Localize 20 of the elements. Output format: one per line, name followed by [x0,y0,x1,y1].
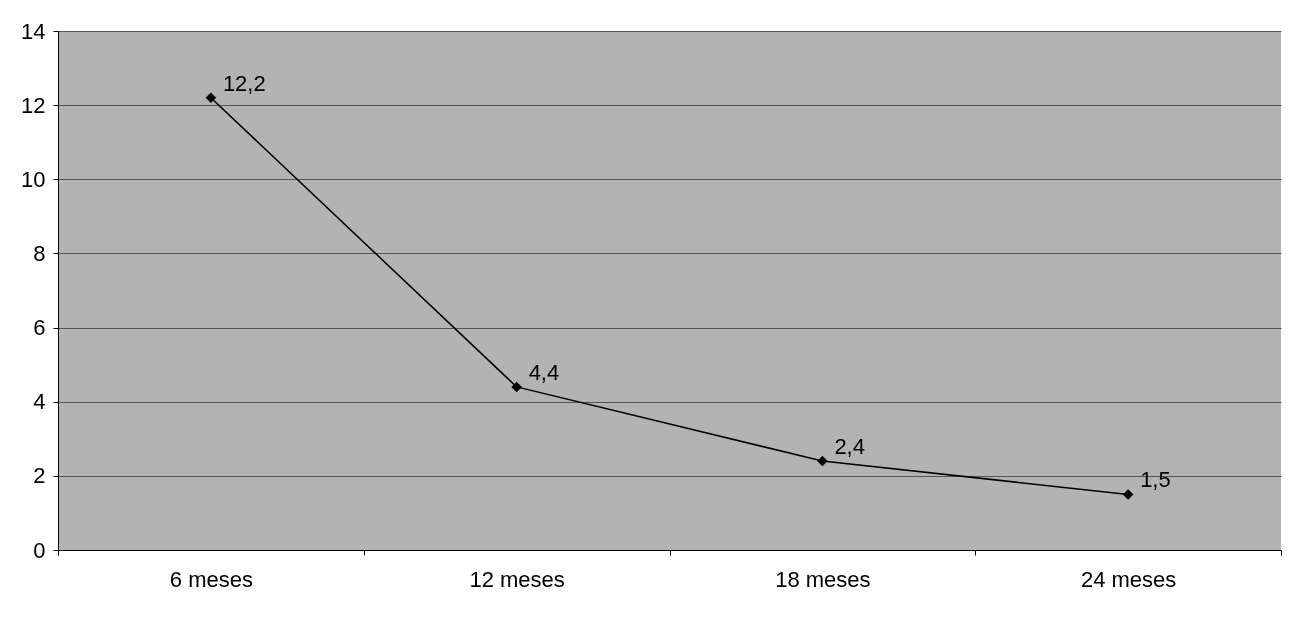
y-tick-label: 2 [33,463,46,489]
y-tick-label: 4 [33,389,46,415]
data-label: 1,5 [1140,467,1171,493]
point [817,455,828,467]
x-tick-label: 6 meses [169,566,253,592]
point [205,92,217,103]
data-label: 2,4 [834,434,865,460]
x-tick-label: 18 meses [775,566,871,592]
y-tick-label: 6 [33,315,46,341]
y-tick-label: 12 [21,92,46,118]
y-tick-label: 10 [21,166,46,192]
y-tick-label: 14 [21,18,46,44]
data-label: 4,4 [528,359,560,385]
x-tick-label: 12 meses [469,566,565,592]
y-tick-label: 0 [33,537,46,563]
data-label: 12,2 [222,70,266,96]
point [511,381,522,393]
y-tick-label: 8 [33,240,46,266]
x-tick-label: 24 meses [1080,566,1177,592]
point [1122,489,1134,500]
